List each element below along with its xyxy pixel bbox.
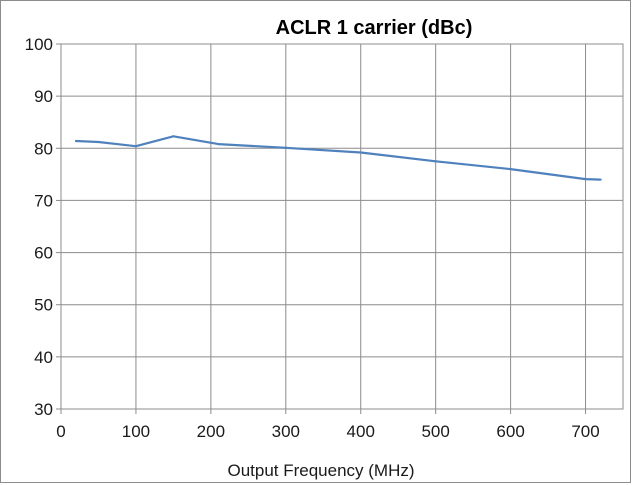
series-layer <box>74 135 602 181</box>
series-line-0 <box>75 135 601 181</box>
x-tick-label: 700 <box>571 422 599 441</box>
x-axis-ticks: 0 100 200 300 400 500 600 700 <box>56 409 600 441</box>
data-point-7 <box>434 160 437 163</box>
y-tick-label: 40 <box>34 348 53 367</box>
data-point-0 <box>74 139 78 143</box>
y-axis-ticks: 30 40 50 60 70 80 90 100 <box>25 35 61 419</box>
data-point-10 <box>599 178 602 181</box>
y-tick-label: 60 <box>34 244 53 263</box>
x-tick-label: 600 <box>496 422 524 441</box>
data-point-5 <box>284 146 287 149</box>
plot-area <box>60 43 624 410</box>
grid-lines <box>60 43 623 410</box>
data-point-8 <box>509 168 512 171</box>
data-point-4 <box>217 143 220 146</box>
data-point-3 <box>172 135 175 138</box>
data-point-1 <box>97 140 100 144</box>
x-tick-label: 500 <box>421 422 449 441</box>
data-point-6 <box>359 151 362 154</box>
x-tick-label: 300 <box>272 422 300 441</box>
y-tick-label: 90 <box>34 87 53 106</box>
x-tick-label: 400 <box>347 422 375 441</box>
y-tick-label: 70 <box>34 191 53 210</box>
y-tick-label: 30 <box>34 400 53 419</box>
x-tick-label: 200 <box>197 422 225 441</box>
data-point-9 <box>584 177 587 181</box>
x-tick-label: 0 <box>56 422 65 441</box>
y-tick-label: 50 <box>34 296 53 315</box>
y-tick-label: 80 <box>34 139 53 158</box>
x-axis-label: Output Frequency (MHz) <box>227 461 414 480</box>
y-tick-label: 100 <box>25 35 53 54</box>
chart-title: ACLR 1 carrier (dBc) <box>276 17 473 39</box>
data-point-2 <box>134 145 138 148</box>
x-tick-label: 100 <box>122 422 150 441</box>
